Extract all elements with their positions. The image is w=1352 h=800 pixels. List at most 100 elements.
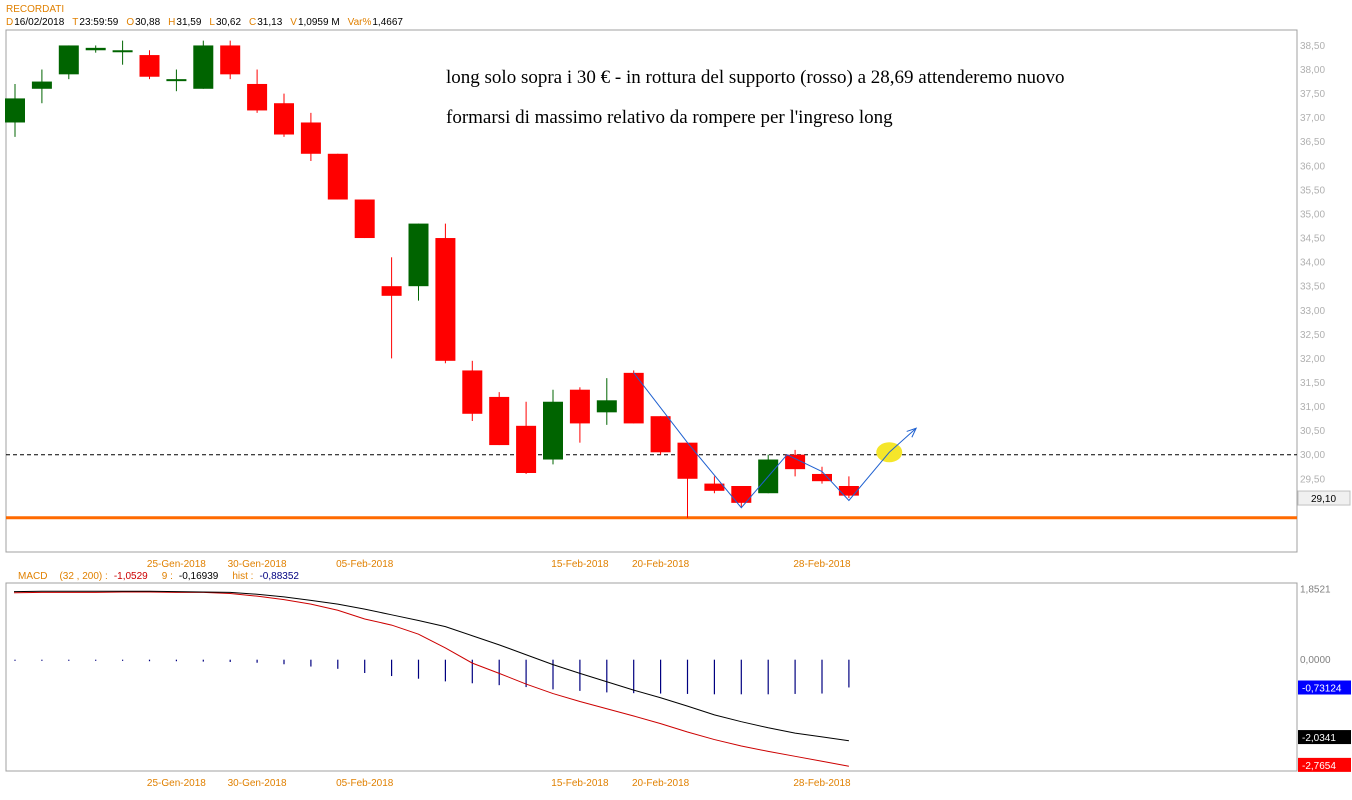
candle-body [31, 81, 52, 89]
candle [596, 378, 617, 425]
candle [381, 257, 402, 359]
header-value-1: 23:59:59 [79, 17, 118, 28]
candle-body [166, 79, 187, 82]
candle [785, 449, 806, 477]
annotation-line-1: long solo sopra i 30 € - in rottura del … [446, 67, 1064, 88]
signal-line [14, 591, 849, 767]
price-tick-label: 35,50 [1300, 185, 1325, 196]
candle [112, 40, 133, 65]
candle-body [435, 238, 456, 361]
macd-header-part: -1,0529 [114, 571, 148, 582]
candle-body [5, 98, 25, 123]
candle [58, 45, 79, 80]
candle-body [596, 400, 617, 413]
candle [650, 416, 671, 455]
x-tick-label: 20-Feb-2018 [632, 559, 690, 570]
header-value-0: 16/02/2018 [14, 17, 64, 28]
price-tick-label: 33,00 [1300, 306, 1325, 317]
candle [193, 40, 214, 89]
candle [408, 223, 429, 301]
candle-body [516, 425, 537, 473]
x-tick-label: 28-Feb-2018 [793, 559, 851, 570]
price-x-axis: 25-Gen-2018 30-Gen-2018 05-Feb-2018 15-Feb-… [147, 559, 851, 570]
candle-body [247, 83, 268, 111]
price-tick-label: 30,00 [1300, 450, 1325, 461]
macd-panel[interactable] [5, 582, 1298, 772]
price-tick-label: 37,50 [1300, 89, 1325, 100]
macd-tick-label: 0,0000 [1300, 655, 1331, 666]
candle-body [785, 454, 806, 470]
candle-body [838, 486, 859, 496]
macd-value-badge [1298, 730, 1351, 745]
x-tick-label: 05-Feb-2018 [336, 559, 394, 570]
current-price-badge [1297, 490, 1351, 506]
candle-body [220, 45, 241, 75]
current-price-label: 29,10 [1311, 494, 1336, 505]
price-axis-labels: 38,50 38,00 37,50 37,00 36,50 36,00 35,50 35,00… [1297, 41, 1351, 506]
macd-value-label: -2,7654 [1302, 761, 1336, 772]
price-tick-label: 29,50 [1300, 474, 1325, 485]
reference-lines [6, 454, 1297, 520]
candle [139, 50, 160, 80]
candle-body [274, 103, 294, 135]
macd-axis-labels: 1,8521 0,0000 -0,73124 -2,0341 -2,7654 [1298, 585, 1351, 772]
header-value-7: 1,4667 [372, 17, 403, 28]
x-tick-label: 15-Feb-2018 [551, 778, 609, 789]
macd-tick-label: 1,8521 [1300, 585, 1331, 596]
candle [731, 486, 752, 508]
candle-body [381, 286, 402, 296]
header-key-5: C [249, 17, 256, 28]
candle-body [623, 372, 644, 424]
macd-header-part: -0,16939 [179, 571, 219, 582]
price-tick-label: 36,50 [1300, 137, 1325, 148]
candle-body [300, 122, 321, 154]
x-tick-label: 28-Feb-2018 [793, 778, 851, 789]
candle-body [58, 45, 79, 75]
price-tick-label: 35,00 [1300, 209, 1325, 220]
x-tick-label: 15-Feb-2018 [551, 559, 609, 570]
candle-body [139, 55, 160, 77]
ohlc-header: D 16/02/2018 T 23:59:59 O 30,88 H 31,59 L 30,62 C 3… [6, 17, 403, 28]
candle-body [327, 153, 348, 200]
candle [5, 83, 25, 137]
x-tick-label: 20-Feb-2018 [632, 778, 690, 789]
header-key-3: H [168, 17, 175, 28]
price-tick-label: 31,50 [1300, 378, 1325, 389]
x-tick-label: 30-Gen-2018 [228, 778, 287, 789]
price-tick-label: 34,50 [1300, 234, 1325, 245]
trend-path [633, 372, 918, 509]
candle [704, 476, 725, 494]
candle [812, 466, 832, 484]
macd-header: MACD (32 , 200) : -1,0529 9 : -0,16939 hist :… [18, 571, 299, 582]
header-key-6: V [290, 17, 297, 28]
candle-body [112, 50, 133, 53]
header-value-2: 30,88 [135, 17, 160, 28]
candle [31, 69, 52, 104]
candle [300, 112, 321, 161]
macd-header-part: MACD [18, 571, 47, 582]
header-value-5: 31,13 [257, 17, 282, 28]
price-tick-label: 36,00 [1300, 161, 1325, 172]
header-key-7: Var% [348, 17, 372, 28]
macd-line [14, 590, 849, 742]
candle [462, 360, 483, 421]
candle-body [85, 47, 106, 51]
candle [166, 69, 187, 92]
header-value-6: 1,0959 M [298, 17, 340, 28]
macd-value-label: -0,73124 [1302, 684, 1342, 695]
x-tick-label: 05-Feb-2018 [336, 778, 394, 789]
candle [569, 387, 590, 443]
trend-polyline [633, 372, 917, 509]
header-value-3: 31,59 [176, 17, 201, 28]
macd-header-part: (32 , 200) : [59, 571, 107, 582]
candle [677, 442, 698, 518]
candle-body [704, 483, 725, 491]
candle-body [462, 370, 483, 414]
price-panel[interactable] [5, 29, 1298, 553]
candle-body [812, 473, 832, 482]
candle [758, 454, 779, 494]
price-tick-label: 31,00 [1300, 402, 1325, 413]
price-tick-label: 34,00 [1300, 258, 1325, 269]
macd-value-badge [1298, 757, 1351, 772]
macd-value-badge [1298, 680, 1351, 695]
